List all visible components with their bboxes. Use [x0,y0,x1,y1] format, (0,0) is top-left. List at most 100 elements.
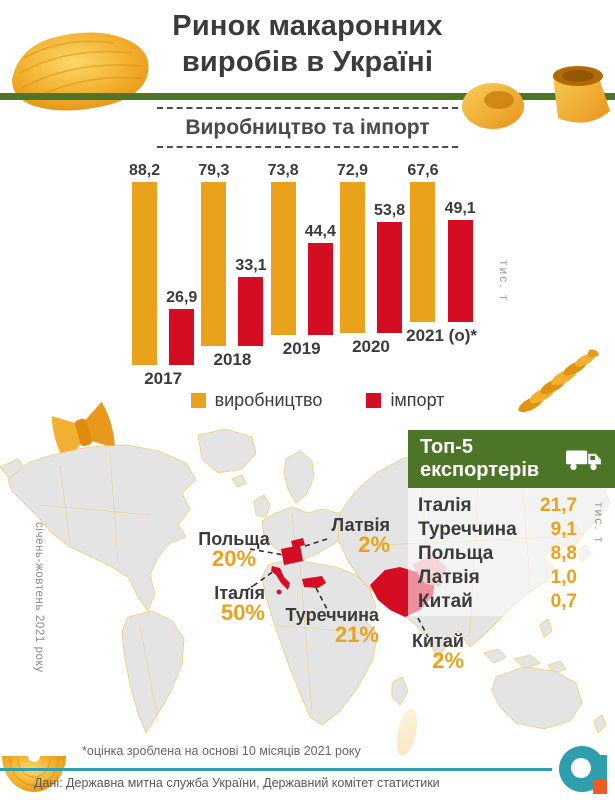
legend-import: імпорт [366,390,444,411]
import-bar [377,222,403,333]
turkey-connector-line [315,587,328,610]
import-bar [238,277,264,346]
bar-group-2018: 79,3 33,1 2018 [198,162,266,389]
production-bar [339,182,365,333]
top5-row-china: Китай 0,7 [408,590,615,614]
map-label-turkey: Туреччина 21% [281,605,380,648]
top5-row-latvia: Латвія 1,0 [408,566,615,590]
footnote-text: *оцінка зроблена на основі 10 місяців 20… [82,744,361,758]
production-value-label: 72,9 [336,162,368,179]
map-label-china: Китай 2% [398,632,464,673]
country-percent: 50% [220,600,265,626]
italy-connector-line [245,570,275,592]
x-axis-label: 2017 [144,369,183,388]
map-label-poland: Польща 20% [190,530,278,571]
production-bar [270,182,296,335]
import-value-label: 44,4 [304,223,336,240]
country-percent: 20% [211,546,257,572]
latvia-connector-line [301,538,328,548]
production-bar [410,182,436,322]
map-country-poland [281,545,303,565]
map-label-italy: Італія 50% [195,584,265,625]
row-value: 9,1 [550,519,577,541]
top5-rows: Італія 21,7 Туреччина 9,1 Польща 8,8 Лат… [408,488,615,617]
bar-group-2021: 67,6 49,1 2021 (о)* [406,162,477,389]
top5-header: Топ-5 експортерів [408,430,615,489]
truck-icon [566,450,601,470]
top5-title: Топ-5 експортерів [420,436,539,481]
row-value: 21,7 [540,495,577,517]
country-name: Латвія [331,515,390,535]
production-value-label: 88,2 [129,162,161,179]
top5-unit-label: тис. т [592,502,606,545]
row-country: Польща [418,543,494,565]
country-percent: 2% [432,648,464,674]
import-swatch [366,393,382,408]
production-swatch [190,393,206,408]
top5-row-italy: Італія 21,7 [408,494,615,518]
page-title: Ринок макаронних виробів в Україні [0,8,615,80]
bar-group-2020: 72,9 53,8 2020 [337,162,405,389]
import-value-label: 49,1 [444,200,476,217]
map-country-latvia [291,538,305,548]
source-text: Дані: Державна митна служба України, Дер… [34,776,440,790]
map-label-latvia: Латвія 2% [312,516,390,557]
import-value-label: 53,8 [373,202,406,219]
page-title-line1: Ринок макаронних [172,10,443,42]
country-name: Туреччина [285,605,380,625]
bar-group-2019: 73,8 44,4 2019 [268,162,336,389]
campanelle-pasta-image [462,66,610,129]
row-country: Латвія [418,567,480,589]
top5-row-turkey: Туреччина 9,1 [408,518,615,542]
row-country: Італія [418,495,472,517]
y-axis-unit-label: тис. т [497,260,511,303]
china-connector-line [417,617,429,638]
chart-title: Виробництво та імпорт [157,107,458,148]
country-percent: 2% [358,532,390,558]
page-title-line2: виробів в Україні [181,46,434,78]
poland-connector-line [249,548,285,556]
fusilli-pasta-image [518,349,599,413]
map-country-turkey [302,576,326,588]
row-country: Туреччина [418,519,517,541]
row-value: 1,0 [550,567,577,589]
country-percent: 21% [334,622,379,648]
x-axis-label: 2018 [213,350,252,369]
period-note: січень-жовтень 2021 року [33,522,45,673]
half-shell-pasta-image [2,750,66,792]
top5-title-line1: Топ-5 [420,436,474,458]
production-bar [201,182,227,346]
row-value: 8,8 [550,543,577,565]
country-name: Китай [412,631,464,651]
production-value-label: 67,6 [407,162,439,179]
row-country: Китай [418,591,473,613]
agency-logo [559,746,607,794]
row-value: 0,7 [550,591,577,613]
x-axis-label: 2021 (о)* [406,326,477,345]
top5-title-line2: експортерів [420,458,540,481]
import-bar [307,243,333,335]
bar-group-2017: 88,2 26,9 2017 [129,162,197,389]
legend-production: виробництво [190,390,323,411]
footer-divider [0,768,552,771]
top5-row-poland: Польща 8,8 [408,542,615,566]
import-value-label: 26,9 [166,289,198,306]
import-bar [447,220,473,322]
import-value-label: 33,1 [235,257,267,274]
legend-import-label: імпорт [390,390,445,410]
x-axis-label: 2019 [282,339,321,358]
conchiglie-pasta-image [12,32,149,111]
production-value-label: 73,8 [267,162,299,179]
chart-subtitle-wrap: Виробництво та імпорт [0,107,615,148]
country-name: Польща [198,529,270,549]
map-country-italy [271,566,290,590]
chart-legend: виробництво імпорт [10,390,615,411]
header-divider [0,93,615,100]
x-axis-label: 2020 [352,337,390,356]
bar-chart: 88,2 26,9 2017 79,3 33,1 2018 73,8 44,4 [129,162,477,389]
legend-production-label: виробництво [214,390,323,410]
production-value-label: 79,3 [198,162,230,179]
import-bar [169,309,195,365]
production-bar [132,182,158,365]
